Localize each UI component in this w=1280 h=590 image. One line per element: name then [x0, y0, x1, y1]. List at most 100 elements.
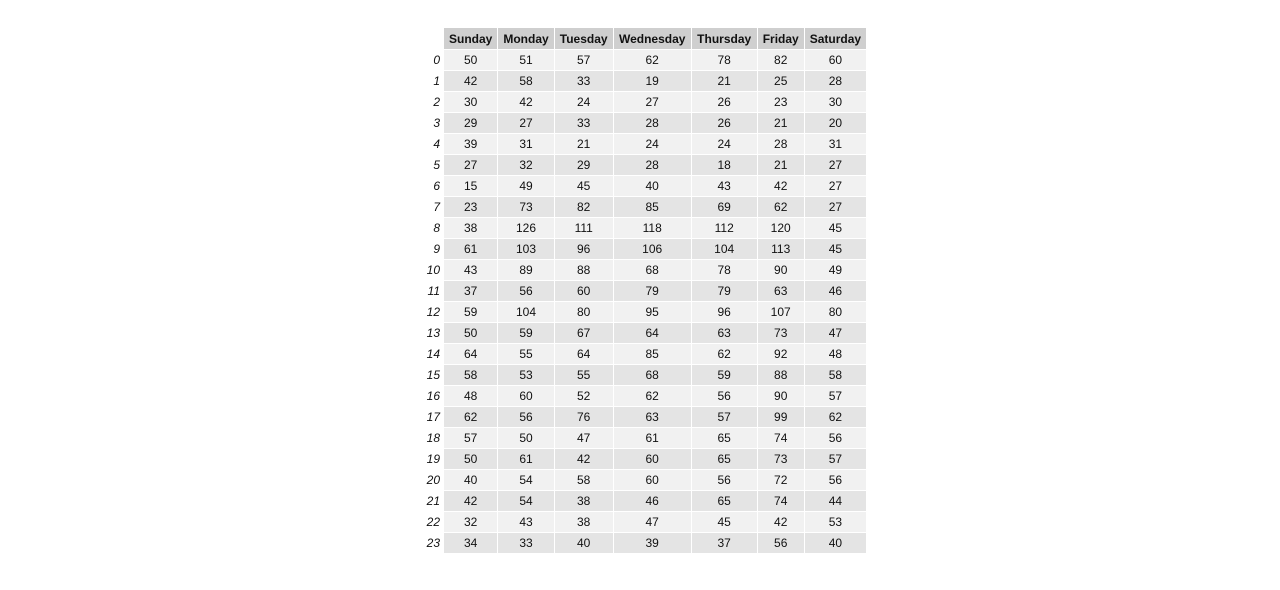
cell-saturday: 46: [804, 281, 868, 302]
row-label-hour: 15: [421, 365, 444, 386]
table-row: 11 37 56 60 79 79 63 46: [421, 281, 868, 302]
cell-sunday: 38: [444, 218, 499, 239]
table-row: 17 62 56 76 63 57 99 62: [421, 407, 868, 428]
cell-wednesday: 39: [613, 533, 692, 554]
cell-sunday: 23: [444, 197, 499, 218]
data-table-container: Sunday Monday Tuesday Wednesday Thursday…: [421, 28, 868, 554]
cell-wednesday: 62: [613, 50, 692, 71]
cell-sunday: 50: [444, 323, 499, 344]
cell-friday: 113: [757, 239, 805, 260]
cell-friday: 63: [757, 281, 805, 302]
cell-tuesday: 80: [554, 302, 614, 323]
header-row: Sunday Monday Tuesday Wednesday Thursday…: [421, 28, 868, 50]
row-label-hour: 12: [421, 302, 444, 323]
cell-friday: 74: [757, 428, 805, 449]
cell-tuesday: 55: [554, 365, 614, 386]
cell-friday: 88: [757, 365, 805, 386]
cell-wednesday: 85: [613, 344, 692, 365]
cell-monday: 54: [498, 470, 555, 491]
cell-wednesday: 68: [613, 260, 692, 281]
cell-monday: 33: [498, 533, 555, 554]
cell-tuesday: 96: [554, 239, 614, 260]
table-row: 14 64 55 64 85 62 92 48: [421, 344, 868, 365]
cell-thursday: 79: [691, 281, 758, 302]
cell-friday: 42: [757, 512, 805, 533]
row-label-hour: 9: [421, 239, 444, 260]
cell-thursday: 26: [691, 92, 758, 113]
cell-thursday: 63: [691, 323, 758, 344]
table-row: 16 48 60 52 62 56 90 57: [421, 386, 868, 407]
hour-by-weekday-table: Sunday Monday Tuesday Wednesday Thursday…: [421, 28, 868, 554]
cell-saturday: 53: [804, 512, 868, 533]
cell-tuesday: 21: [554, 134, 614, 155]
table-row: 5 27 32 29 28 18 21 27: [421, 155, 868, 176]
column-header-tuesday: Tuesday: [554, 28, 614, 50]
table-row: 13 50 59 67 64 63 73 47: [421, 323, 868, 344]
cell-sunday: 32: [444, 512, 499, 533]
cell-tuesday: 60: [554, 281, 614, 302]
cell-monday: 50: [498, 428, 555, 449]
cell-saturday: 58: [804, 365, 868, 386]
cell-thursday: 26: [691, 113, 758, 134]
cell-wednesday: 63: [613, 407, 692, 428]
cell-wednesday: 60: [613, 449, 692, 470]
cell-saturday: 62: [804, 407, 868, 428]
column-header-sunday: Sunday: [444, 28, 499, 50]
row-label-hour: 14: [421, 344, 444, 365]
table-row: 6 15 49 45 40 43 42 27: [421, 176, 868, 197]
cell-thursday: 18: [691, 155, 758, 176]
cell-friday: 25: [757, 71, 805, 92]
cell-tuesday: 40: [554, 533, 614, 554]
cell-tuesday: 82: [554, 197, 614, 218]
cell-saturday: 49: [804, 260, 868, 281]
cell-friday: 56: [757, 533, 805, 554]
cell-monday: 60: [498, 386, 555, 407]
cell-saturday: 47: [804, 323, 868, 344]
cell-sunday: 58: [444, 365, 499, 386]
cell-tuesday: 111: [554, 218, 614, 239]
cell-wednesday: 68: [613, 365, 692, 386]
cell-monday: 43: [498, 512, 555, 533]
row-label-hour: 2: [421, 92, 444, 113]
cell-wednesday: 95: [613, 302, 692, 323]
cell-monday: 55: [498, 344, 555, 365]
table-row: 20 40 54 58 60 56 72 56: [421, 470, 868, 491]
cell-wednesday: 118: [613, 218, 692, 239]
cell-wednesday: 62: [613, 386, 692, 407]
cell-friday: 73: [757, 449, 805, 470]
cell-thursday: 69: [691, 197, 758, 218]
cell-sunday: 62: [444, 407, 499, 428]
cell-friday: 72: [757, 470, 805, 491]
cell-wednesday: 19: [613, 71, 692, 92]
column-header-wednesday: Wednesday: [613, 28, 692, 50]
cell-tuesday: 67: [554, 323, 614, 344]
cell-sunday: 61: [444, 239, 499, 260]
column-header-saturday: Saturday: [804, 28, 868, 50]
cell-tuesday: 38: [554, 512, 614, 533]
row-label-hour: 6: [421, 176, 444, 197]
cell-saturday: 27: [804, 197, 868, 218]
row-label-hour: 3: [421, 113, 444, 134]
cell-wednesday: 60: [613, 470, 692, 491]
cell-monday: 51: [498, 50, 555, 71]
row-label-hour: 0: [421, 50, 444, 71]
cell-sunday: 64: [444, 344, 499, 365]
cell-monday: 32: [498, 155, 555, 176]
cell-tuesday: 45: [554, 176, 614, 197]
cell-saturday: 60: [804, 50, 868, 71]
cell-saturday: 20: [804, 113, 868, 134]
cell-tuesday: 57: [554, 50, 614, 71]
row-label-hour: 8: [421, 218, 444, 239]
cell-saturday: 56: [804, 428, 868, 449]
cell-monday: 61: [498, 449, 555, 470]
row-label-hour: 21: [421, 491, 444, 512]
table-row: 18 57 50 47 61 65 74 56: [421, 428, 868, 449]
cell-wednesday: 28: [613, 113, 692, 134]
cell-monday: 59: [498, 323, 555, 344]
cell-sunday: 27: [444, 155, 499, 176]
cell-monday: 53: [498, 365, 555, 386]
cell-thursday: 59: [691, 365, 758, 386]
cell-sunday: 48: [444, 386, 499, 407]
row-label-hour: 7: [421, 197, 444, 218]
cell-sunday: 40: [444, 470, 499, 491]
